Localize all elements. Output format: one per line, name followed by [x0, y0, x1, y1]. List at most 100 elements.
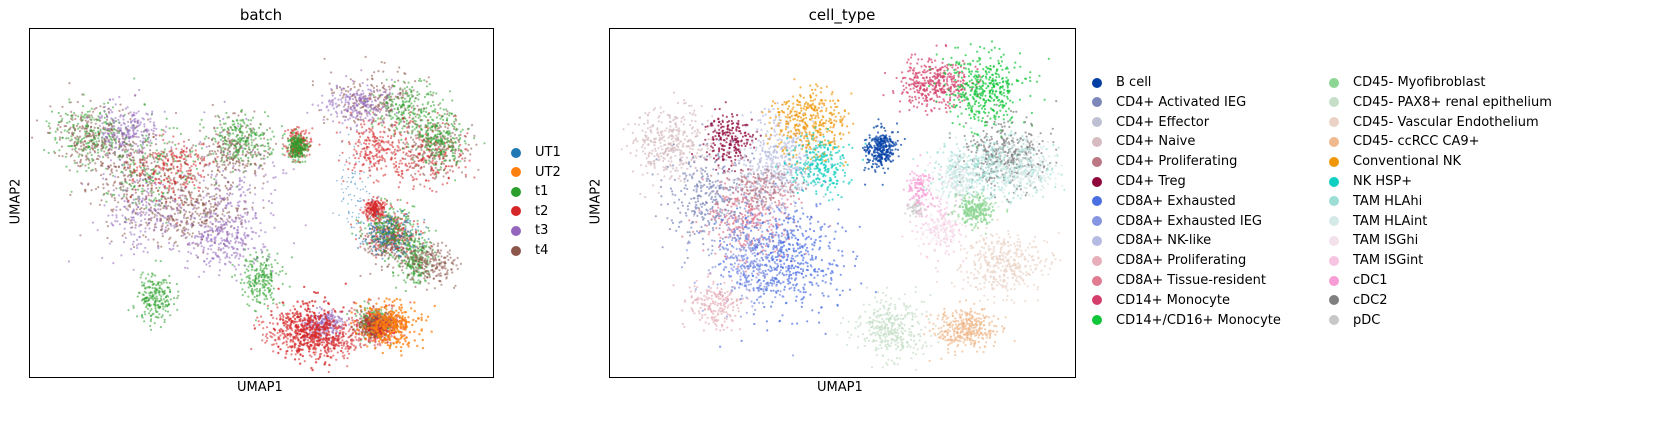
legend-label: CD45- Myofibroblast: [1353, 75, 1486, 90]
legend-marker: [1329, 176, 1339, 187]
legend-label: CD4+ Naive: [1116, 134, 1196, 150]
legend-item-tam-hlaint: TAM HLAint: [1329, 214, 1427, 229]
legend-item-cd8a-tissue-resident: CD8A+ Tissue-resident: [1092, 273, 1266, 288]
legend-label: TAM ISGint: [1353, 253, 1424, 269]
legend-label: TAM HLAint: [1353, 213, 1428, 229]
cell-type-y-axis-label: UMAP2: [588, 178, 604, 225]
legend-item-cd4-effector: CD4+ Effector: [1092, 115, 1209, 130]
legend-label: t1: [535, 184, 549, 200]
cell-points-pdc: [904, 198, 926, 218]
legend-label: B cell: [1116, 75, 1152, 90]
legend-marker: [511, 245, 521, 256]
legend-item-ut1: UT1: [511, 145, 561, 160]
legend-label: UT2: [535, 164, 561, 180]
batch-points-UT2: [349, 297, 436, 357]
legend-item-t1: t1: [511, 184, 548, 199]
legend-item-tam-hlahi: TAM HLAhi: [1329, 194, 1422, 209]
legend-marker: [1092, 235, 1102, 246]
legend-item-pdc: pDC: [1329, 313, 1380, 328]
legend-label: CD14+ Monocyte: [1116, 292, 1230, 308]
legend-item-cd8a-exhausted: CD8A+ Exhausted: [1092, 194, 1236, 209]
batch-points-UT1-sparse: [332, 133, 380, 229]
legend-label: NK HSP+: [1353, 174, 1413, 189]
legend-marker: [1092, 275, 1102, 286]
cell-points-cd4-activated-ieg: [651, 121, 759, 264]
batch-points-t2: [372, 111, 476, 209]
cell-points-cd8a-exhausted-ieg: [680, 195, 813, 357]
batch-points-t3: [170, 192, 307, 282]
legend-item-cd4-activated-ieg: CD4+ Activated IEG: [1092, 95, 1246, 110]
legend-item-cd45-pax8-renal-epithelium: CD45- PAX8+ renal epithelium: [1329, 95, 1552, 110]
legend-item-b-cell: B cell: [1092, 75, 1151, 90]
cell-points-cd14-cd16-monocyte: [928, 40, 1050, 148]
legend-label: CD4+ Activated IEG: [1116, 94, 1247, 110]
legend-marker: [1092, 77, 1102, 88]
legend-label: CD14+/CD16+ Monocyte: [1116, 312, 1281, 328]
legend-marker: [511, 147, 521, 158]
legend-marker: [511, 206, 521, 217]
legend-label: cDC2: [1353, 292, 1388, 308]
legend-item-t3: t3: [511, 223, 548, 238]
legend-marker: [1329, 216, 1339, 227]
cell-points-tam-isghi: [914, 211, 964, 248]
batch-points-t1: [281, 128, 312, 164]
legend-item-cd8a-exhausted-ieg: CD8A+ Exhausted IEG: [1092, 214, 1262, 229]
batch-points-t1: [127, 259, 180, 331]
legend-item-cd4-naive: CD4+ Naive: [1092, 134, 1195, 149]
legend-label: CD8A+ Proliferating: [1116, 253, 1247, 269]
batch-y-axis-label: UMAP2: [8, 178, 24, 225]
legend-item-cd4-proliferating: CD4+ Proliferating: [1092, 154, 1237, 169]
legend-marker: [1092, 136, 1102, 147]
batch-points-UT1: [350, 209, 430, 260]
legend-item-cd14-monocyte: CD14+ Monocyte: [1092, 293, 1230, 308]
batch-x-axis-label: UMAP1: [237, 380, 283, 395]
cell-points-tam-isgint: [901, 162, 976, 273]
cell-points-cd4-proliferating: [710, 157, 808, 218]
legend-label: CD45- PAX8+ renal epithelium: [1353, 94, 1552, 110]
legend-item-cdc2: cDC2: [1329, 293, 1388, 308]
legend-marker: [1092, 315, 1102, 326]
legend-label: CD4+ Effector: [1116, 114, 1210, 130]
legend-item-cd8a-proliferating: CD8A+ Proliferating: [1092, 253, 1246, 268]
batch-points-t1: [231, 248, 293, 322]
legend-label: TAM HLAhi: [1353, 193, 1423, 209]
legend-marker: [511, 225, 521, 236]
cell-points-cd4-effector: [692, 130, 835, 224]
legend-marker: [1092, 156, 1102, 167]
batch-legend: UT1 UT2 t1 t2 t3 t4: [511, 145, 591, 265]
legend-item-nk-hsp: NK HSP+: [1329, 174, 1412, 189]
cell-points-b-cell: [861, 118, 906, 186]
batch-points-t1: [193, 108, 286, 173]
legend-label: t2: [535, 203, 549, 219]
legend-label: CD8A+ Tissue-resident: [1116, 273, 1266, 288]
legend-label: CD4+ Treg: [1116, 174, 1186, 189]
cell-points-cd4-naive: [620, 91, 721, 199]
legend-label: CD8A+ Exhausted IEG: [1116, 213, 1263, 229]
batch-points-t2: [270, 282, 372, 372]
legend-marker: [1092, 216, 1102, 227]
cell-points-cd45-vascular-endothelium: [933, 218, 1062, 304]
legend-marker: [1092, 196, 1102, 207]
legend-label: CD4+ Proliferating: [1116, 154, 1238, 170]
cell-points-tam-hlaint: [976, 135, 1064, 208]
cell-points-cd45-pax8-renal-epithelium: [836, 286, 940, 371]
legend-marker: [1329, 156, 1339, 167]
batch-points-t3: [67, 145, 210, 271]
legend-marker: [1092, 117, 1102, 128]
legend-marker: [511, 167, 521, 178]
legend-marker: [1329, 117, 1339, 128]
legend-marker: [1329, 235, 1339, 246]
legend-marker: [1329, 315, 1339, 326]
legend-item-t4: t4: [511, 243, 548, 258]
cell-points-conventional-nk: [761, 78, 855, 171]
legend-item-cd45-ccrcc-ca9: CD45- ccRCC CA9+: [1329, 134, 1480, 149]
legend-marker: [511, 186, 521, 197]
legend-marker: [1329, 275, 1339, 286]
legend-item-cd45-vascular-endothelium: CD45- Vascular Endothelium: [1329, 115, 1539, 130]
legend-marker: [1329, 196, 1339, 207]
cell-type-panel-title: cell_type: [808, 6, 876, 24]
legend-item-tam-isgint: TAM ISGint: [1329, 253, 1423, 268]
batch-points-t4: [394, 237, 462, 291]
legend-marker: [1329, 77, 1339, 88]
cell-type-scatter-svg: [620, 40, 1066, 371]
